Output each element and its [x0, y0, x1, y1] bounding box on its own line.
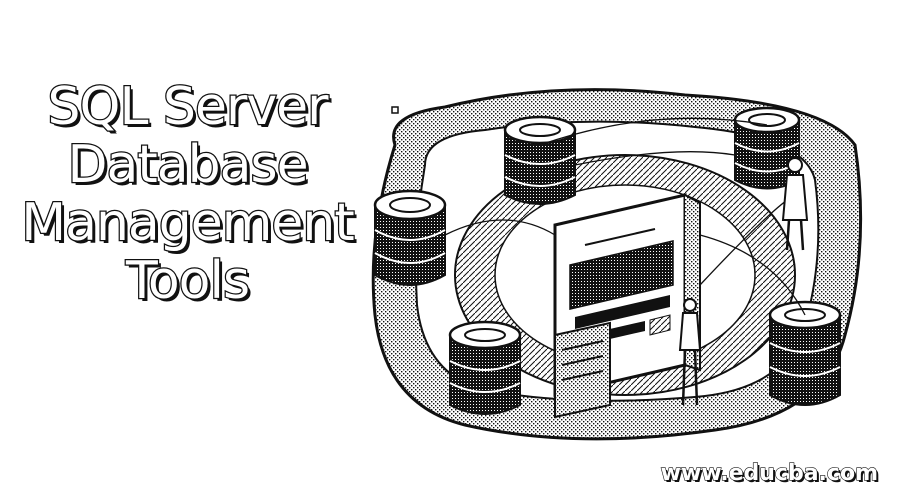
title-line-3: Management — [20, 193, 356, 254]
person-figure-right — [781, 157, 809, 251]
title-line-4: Tools — [125, 251, 252, 312]
database-stack-top-left — [503, 115, 577, 205]
site-watermark: www.educba.com — [660, 460, 879, 486]
title-line-1: SQL Server — [46, 77, 329, 138]
title-line-2: Database — [66, 135, 310, 196]
database-stack-left — [373, 189, 447, 286]
server-room-illustration — [355, 85, 880, 445]
database-stack-bottom-right — [768, 300, 842, 406]
marker-square — [391, 106, 399, 114]
person-figure-center — [678, 298, 702, 406]
side-panel — [554, 321, 611, 419]
banner-title: SQL Server Database Management Tools — [10, 77, 365, 312]
database-stack-bottom-left — [448, 320, 522, 415]
